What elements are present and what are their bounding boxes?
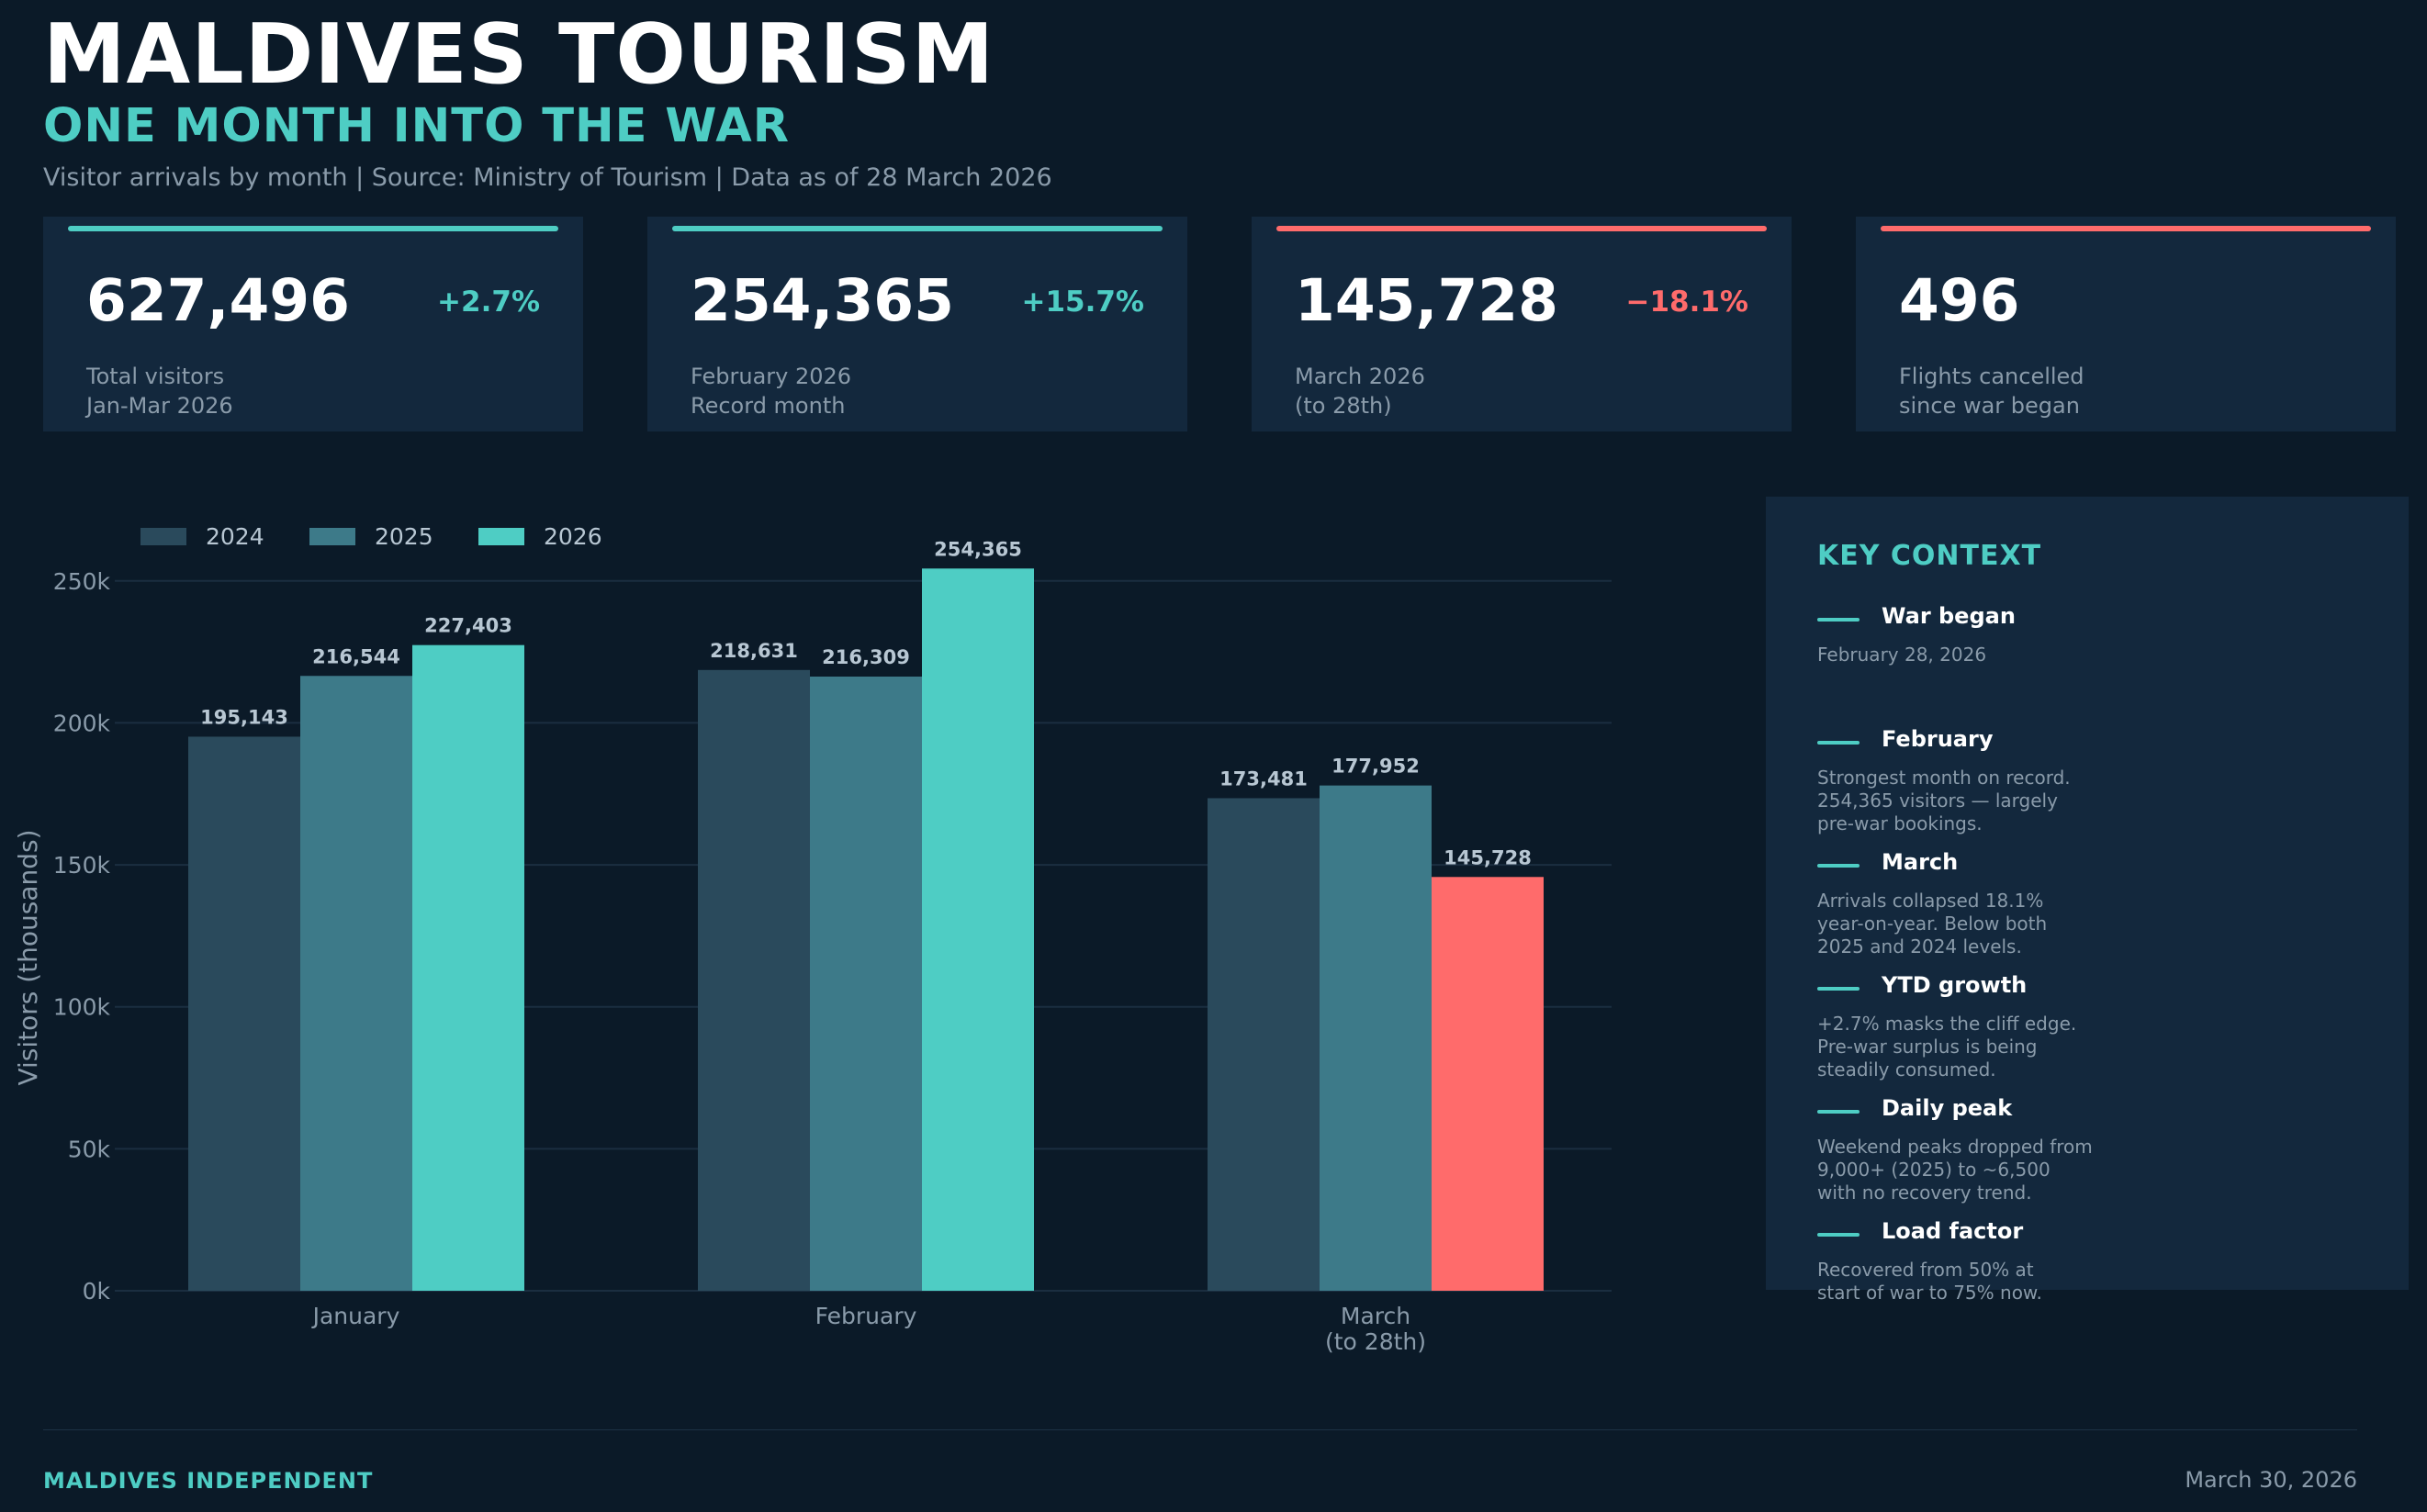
bar-value-label: 216,544 (312, 645, 400, 667)
kpi-change: +15.7% (1021, 286, 1144, 319)
footer-divider (43, 1429, 2357, 1430)
kpi-label: Flights cancelled since war began (1899, 364, 2084, 420)
x-tick-label: March (to 28th) (1325, 1303, 1426, 1355)
context-item-title: Load factor (1882, 1218, 2024, 1244)
context-marker-icon (1817, 618, 1860, 622)
context-marker-icon (1817, 1233, 1860, 1237)
context-item-text: +2.7% masks the cliff edge. Pre-war surp… (1817, 1013, 2077, 1081)
legend-label: 2026 (544, 523, 602, 550)
kpi-value: 254,365 (691, 267, 954, 334)
context-item-title: March (1882, 849, 1959, 875)
bar (698, 669, 810, 1291)
source-line: Visitor arrivals by month | Source: Mini… (43, 163, 1052, 192)
legend-swatch (478, 528, 524, 545)
kpi-value: 145,728 (1295, 267, 1558, 334)
bar-value-label: 254,365 (934, 538, 1022, 560)
y-tick-label: 250k (53, 568, 111, 595)
bar-value-label: 177,952 (1331, 756, 1420, 778)
kpi-change: +2.7% (437, 286, 540, 319)
legend-label: 2024 (206, 523, 264, 550)
legend-swatch (140, 528, 186, 545)
page-subtitle: ONE MONTH INTO THE WAR (43, 99, 790, 153)
kpi-card-total-visitors: 627,496 +2.7% Total visitors Jan-Mar 202… (43, 217, 583, 431)
bar (1320, 785, 1432, 1291)
context-item-title: YTD growth (1882, 972, 2028, 998)
kpi-card-flights-cancelled: 496 Flights cancelled since war began (1856, 217, 2396, 431)
context-item-text: February 28, 2026 (1817, 644, 1987, 666)
y-tick-label: 50k (68, 1136, 111, 1162)
kpi-accent-bar (1881, 226, 2371, 231)
context-item-text: Strongest month on record. 254,365 visit… (1817, 767, 2071, 834)
legend-label: 2025 (375, 523, 433, 550)
kpi-value: 496 (1899, 267, 2020, 334)
footer-date: March 30, 2026 (2185, 1467, 2357, 1493)
bar-value-label: 195,143 (200, 706, 288, 728)
bar (922, 568, 1034, 1291)
visitor-bar-chart: 0k 50k 100k 150k 200k 250k Visitors (thousands… (13, 523, 1612, 1355)
kpi-label: February 2026 Record month (691, 364, 852, 420)
context-marker-icon (1817, 1110, 1860, 1114)
y-tick-label: 150k (53, 852, 111, 879)
footer-brand: MALDIVES INDEPENDENT (43, 1468, 374, 1494)
kpi-accent-bar (1276, 226, 1767, 231)
x-tick-label: January (311, 1303, 400, 1329)
bar (1432, 877, 1544, 1291)
context-marker-icon (1817, 987, 1860, 991)
context-item-title: Daily peak (1882, 1095, 2013, 1121)
context-marker-icon (1817, 864, 1860, 868)
bar (188, 736, 300, 1291)
kpi-change: −18.1% (1625, 286, 1748, 319)
legend-swatch (309, 528, 355, 545)
kpi-accent-bar (68, 226, 558, 231)
bar-value-label: 218,631 (710, 640, 798, 662)
kpi-value: 627,496 (86, 267, 350, 334)
kpi-card-march: 145,728 −18.1% March 2026 (to 28th) (1252, 217, 1792, 431)
kpi-card-february: 254,365 +15.7% February 2026 Record mont… (647, 217, 1187, 431)
key-context-heading: KEY CONTEXT (1817, 540, 2042, 572)
context-item-title: February (1882, 726, 1994, 752)
context-item-text: Weekend peaks dropped from 9,000+ (2025)… (1817, 1136, 2093, 1204)
bar-value-label: 227,403 (424, 615, 512, 637)
context-item-title: War began (1882, 603, 2016, 629)
y-tick-label: 200k (53, 710, 111, 736)
y-tick-label: 0k (83, 1278, 111, 1305)
kpi-label: Total visitors Jan-Mar 2026 (86, 364, 233, 420)
y-tick-label: 100k (53, 994, 111, 1021)
page-title: MALDIVES TOURISM (43, 6, 995, 103)
bar (412, 644, 524, 1291)
bar (810, 676, 922, 1291)
bar-value-label: 145,728 (1444, 846, 1532, 868)
x-tick-label: February (815, 1303, 917, 1329)
context-item-text: Arrivals collapsed 18.1% year-on-year. B… (1817, 890, 2048, 958)
bar-value-label: 216,309 (822, 646, 910, 668)
kpi-accent-bar (672, 226, 1163, 231)
bar (1208, 798, 1320, 1291)
key-context-panel: KEY CONTEXT War began February 28, 2026 … (1766, 497, 2409, 1304)
context-item-text: Recovered from 50% at start of war to 75… (1817, 1259, 2042, 1304)
bar-value-label: 173,481 (1219, 767, 1308, 790)
kpi-label: March 2026 (to 28th) (1295, 364, 1425, 420)
y-axis-label: Visitors (thousands) (13, 829, 43, 1085)
bar (300, 676, 412, 1291)
context-marker-icon (1817, 741, 1860, 745)
